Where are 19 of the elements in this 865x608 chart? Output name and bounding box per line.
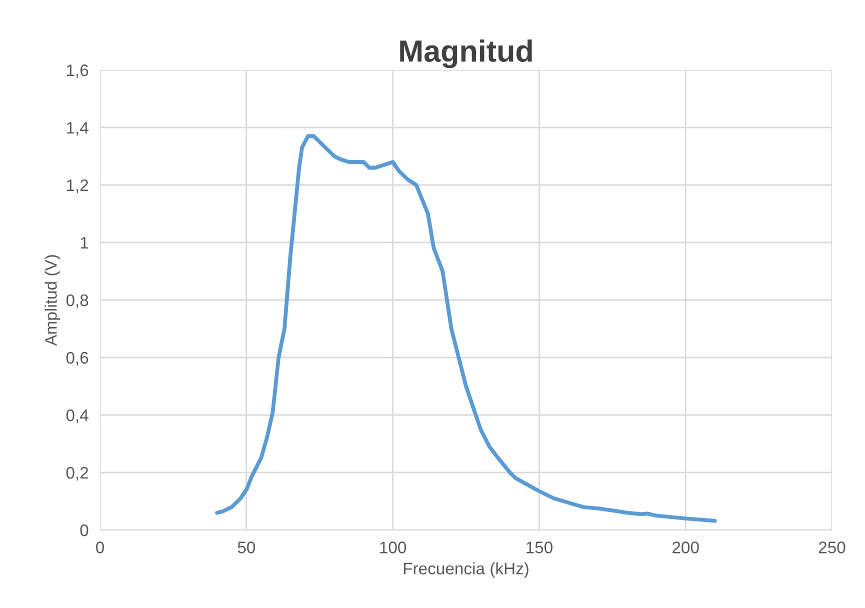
x-tick-label: 0	[96, 542, 104, 554]
x-tick-label: 50	[238, 542, 256, 554]
y-tick-label: 0,6	[66, 352, 88, 366]
x-axis-title: Frecuencia (kHz)	[404, 562, 528, 578]
x-tick-label: 150	[526, 542, 552, 554]
line-series	[215, 134, 717, 523]
y-tick-label: 1	[80, 237, 88, 249]
x-tick-label: 100	[380, 542, 406, 554]
y-tick-label: 0	[80, 524, 88, 536]
y-tick-label: 0,8	[66, 294, 88, 308]
chart-title: Magnitud	[400, 40, 532, 68]
y-tick-label: 1,2	[66, 179, 88, 194]
x-tick-label: 250	[818, 542, 846, 554]
x-tick-label: 200	[672, 542, 699, 554]
y-tick-label: 1,4	[66, 122, 88, 136]
y-axis-title: Amplitud (V)	[44, 255, 60, 346]
y-tick-label: 0,4	[66, 409, 88, 424]
y-tick-label: 1,6	[66, 64, 88, 78]
y-tick-label: 0,2	[66, 466, 88, 481]
